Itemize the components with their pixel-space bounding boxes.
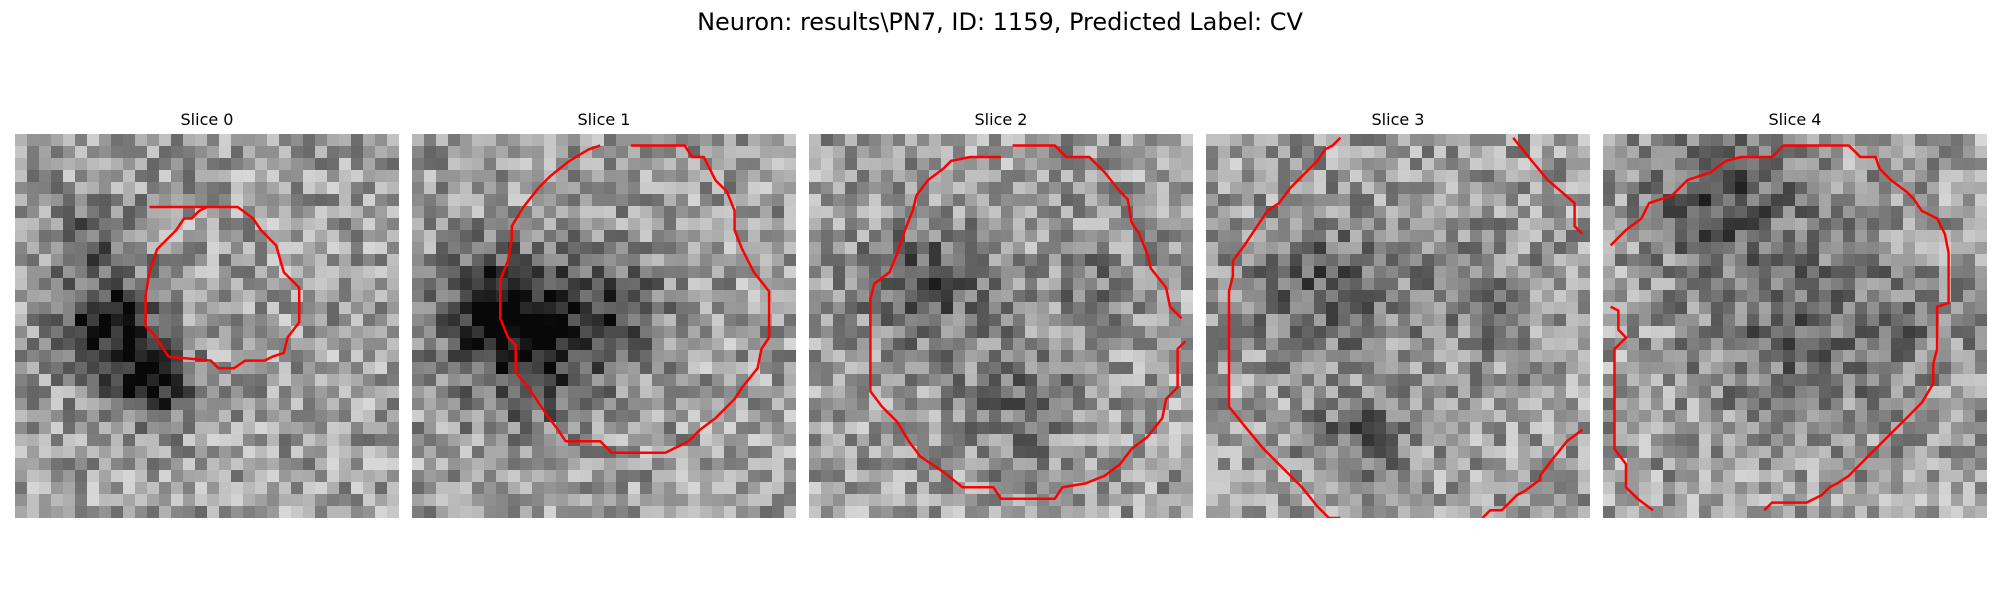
contour-line <box>1611 146 1949 511</box>
contour-line <box>500 146 769 453</box>
contour-overlay <box>1206 134 1590 518</box>
contour-overlay <box>1603 134 1987 518</box>
contour-line <box>1013 146 1182 319</box>
contour-line <box>1611 307 1653 511</box>
slice-image <box>412 134 796 518</box>
contour-line <box>1229 138 1340 518</box>
slice-title: Slice 3 <box>1206 110 1590 130</box>
contour-overlay <box>809 134 1193 518</box>
slice-title: Slice 0 <box>15 110 399 130</box>
contour-line <box>870 157 1185 499</box>
slice-title: Slice 1 <box>412 110 796 130</box>
slice-image <box>809 134 1193 518</box>
contour-line <box>146 207 300 368</box>
contour-line <box>1513 138 1582 234</box>
slice-image <box>1206 134 1590 518</box>
slice-panel-2: Slice 2 <box>809 110 1193 130</box>
slice-panel-3: Slice 3 <box>1206 110 1590 130</box>
slice-image <box>1603 134 1987 518</box>
slice-title: Slice 4 <box>1603 110 1987 130</box>
contour-overlay <box>412 134 796 518</box>
slice-image <box>15 134 399 518</box>
contour-line <box>1483 430 1583 518</box>
figure-title: Neuron: results\PN7, ID: 1159, Predicted… <box>0 8 2000 36</box>
slice-title: Slice 2 <box>809 110 1193 130</box>
slice-panel-1: Slice 1 <box>412 110 796 130</box>
contour-overlay <box>15 134 399 518</box>
slice-panel-4: Slice 4 <box>1603 110 1987 130</box>
slice-panel-0: Slice 0 <box>15 110 399 130</box>
